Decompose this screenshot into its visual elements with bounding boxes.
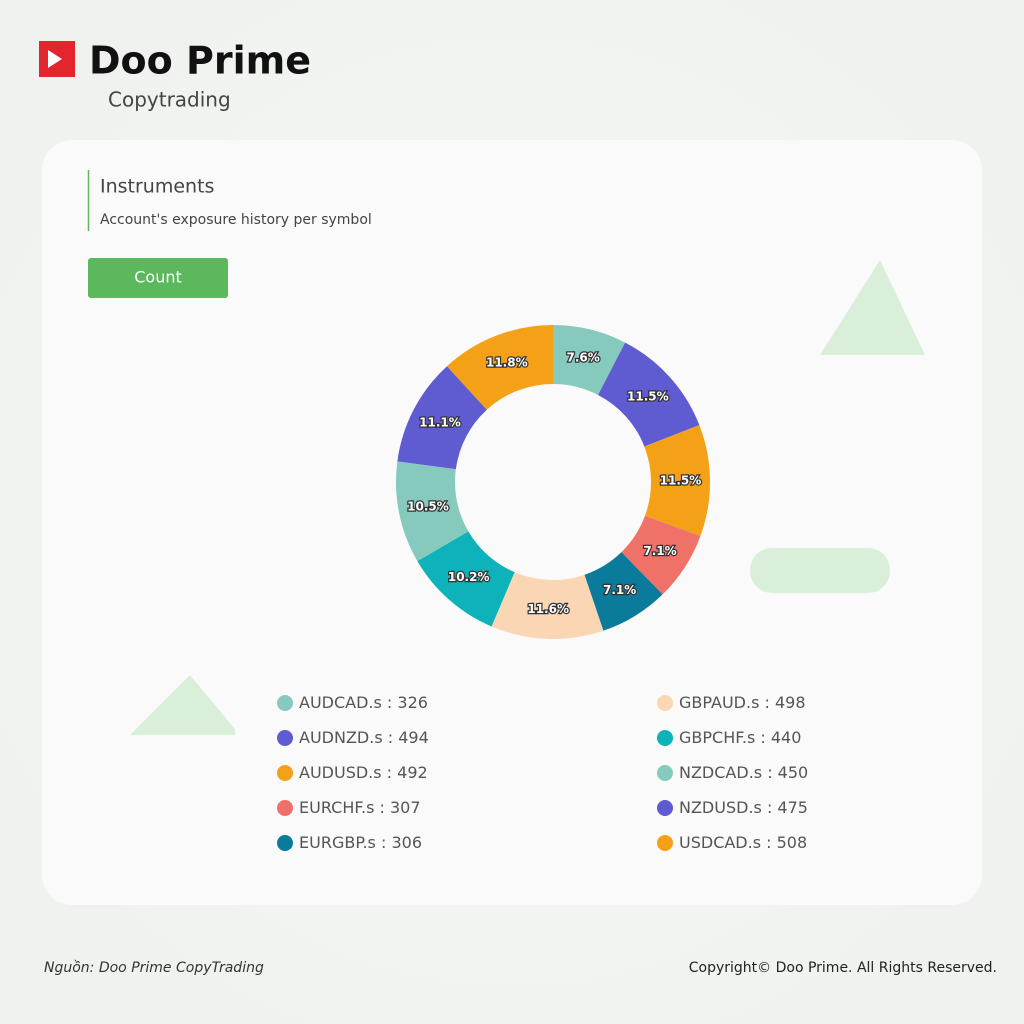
legend-label: GBPCHF.s : 440 bbox=[679, 728, 801, 747]
legend-count: 440 bbox=[771, 728, 802, 747]
legend-separator: : bbox=[762, 798, 778, 817]
legend-name: AUDUSD.s bbox=[299, 763, 382, 782]
source: Nguồn: Doo Prime CopyTrading bbox=[44, 959, 264, 976]
legend-name: AUDNZD.s bbox=[299, 728, 383, 747]
count-button[interactable] bbox=[88, 258, 228, 298]
legend-count: 498 bbox=[775, 693, 806, 712]
slice-label: 11.1% bbox=[419, 416, 461, 430]
product: Copytrading bbox=[108, 88, 231, 112]
legend-label: USDCAD.s : 508 bbox=[679, 833, 807, 852]
donut-slice bbox=[584, 552, 663, 631]
legend-swatch bbox=[657, 730, 673, 746]
count-button-label[interactable]: Count bbox=[134, 268, 182, 287]
legend-swatch bbox=[657, 765, 673, 781]
legend-label: AUDNZD.s : 494 bbox=[299, 728, 429, 747]
slice-label: 10.5% bbox=[407, 500, 449, 514]
legend-name: GBPAUD.s bbox=[679, 693, 759, 712]
legend-count: 475 bbox=[777, 798, 808, 817]
legend-swatch bbox=[657, 835, 673, 851]
legend-separator: : bbox=[761, 833, 777, 852]
slice-label: 11.5% bbox=[660, 473, 702, 487]
faded-shape bbox=[820, 260, 925, 355]
legend-swatch bbox=[657, 800, 673, 816]
legend-label: AUDUSD.s : 492 bbox=[299, 763, 428, 782]
legend-count: 306 bbox=[391, 833, 422, 852]
legend-swatch bbox=[277, 730, 293, 746]
slice-label: 11.5% bbox=[627, 389, 669, 403]
donut-slice bbox=[395, 461, 469, 562]
donut-slice bbox=[491, 572, 604, 640]
faded-backdrop bbox=[130, 260, 925, 735]
legend-panel bbox=[235, 678, 845, 863]
legend-swatch bbox=[277, 695, 293, 711]
legend-separator: : bbox=[755, 728, 771, 747]
logo-mark bbox=[48, 50, 62, 68]
slice-label: 11.8% bbox=[486, 356, 528, 370]
legend-separator: : bbox=[759, 693, 775, 712]
legend-separator: : bbox=[376, 833, 392, 852]
donut-chart: 7.6% 11.5% 11.5% 7.1% 7.1% 11.6% 10.2% 10.5% 11.… bbox=[395, 325, 710, 640]
faded-shape bbox=[750, 548, 890, 593]
legend-label: NZDUSD.s : 475 bbox=[679, 798, 808, 817]
faded-shape bbox=[130, 675, 240, 735]
legend-separator: : bbox=[382, 763, 398, 782]
slice-label: 10.2% bbox=[448, 570, 490, 584]
legend: AUDCAD.s : 326 AUDNZD.s : 494 AUDUSD.s : 4… bbox=[277, 693, 808, 852]
legend-name: NZDCAD.s bbox=[679, 763, 762, 782]
legend-name: GBPCHF.s bbox=[679, 728, 755, 747]
legend-separator: : bbox=[374, 798, 390, 817]
legend-separator: : bbox=[762, 763, 778, 782]
legend-label: AUDCAD.s : 326 bbox=[299, 693, 428, 712]
slice-label: 11.6% bbox=[527, 602, 569, 616]
legend-separator: : bbox=[383, 728, 399, 747]
donut-slice bbox=[446, 325, 553, 410]
donut-slice bbox=[397, 366, 487, 470]
legend-count: 494 bbox=[398, 728, 429, 747]
legend-name: EURCHF.s bbox=[299, 798, 374, 817]
legend-label: GBPAUD.s : 498 bbox=[679, 693, 806, 712]
legend-label: EURCHF.s : 307 bbox=[299, 798, 421, 817]
donut-slice bbox=[553, 325, 626, 395]
legend-name: USDCAD.s bbox=[679, 833, 761, 852]
legend-swatch bbox=[277, 765, 293, 781]
legend-name: AUDCAD.s bbox=[299, 693, 382, 712]
brand: Doo Prime bbox=[89, 39, 311, 83]
donut-slice bbox=[598, 342, 700, 447]
legend-label: EURGBP.s : 306 bbox=[299, 833, 422, 852]
legend-swatch bbox=[277, 800, 293, 816]
copyright: Copyright© Doo Prime. All Rights Reserve… bbox=[689, 960, 997, 976]
legend-count: 492 bbox=[397, 763, 428, 782]
donut-slice bbox=[644, 425, 710, 537]
legend-label: NZDCAD.s : 450 bbox=[679, 763, 808, 782]
legend-count: 307 bbox=[390, 798, 421, 817]
card-subtitle: Account's exposure history per symbol bbox=[100, 212, 372, 228]
legend-count: 508 bbox=[777, 833, 808, 852]
legend-count: 326 bbox=[397, 693, 428, 712]
legend-separator: : bbox=[382, 693, 398, 712]
legend-swatch bbox=[657, 695, 673, 711]
slice-label: 7.1% bbox=[643, 544, 676, 558]
legend-count: 450 bbox=[778, 763, 809, 782]
logo bbox=[39, 41, 75, 77]
legend-name: EURGBP.s bbox=[299, 833, 376, 852]
slice-label: 7.1% bbox=[603, 583, 636, 597]
card-title: Instruments bbox=[100, 176, 214, 198]
slice-label: 7.6% bbox=[567, 351, 600, 365]
legend-swatch bbox=[277, 835, 293, 851]
donut-slice bbox=[621, 515, 701, 595]
donut-slice bbox=[417, 531, 515, 627]
legend-name: NZDUSD.s bbox=[679, 798, 762, 817]
